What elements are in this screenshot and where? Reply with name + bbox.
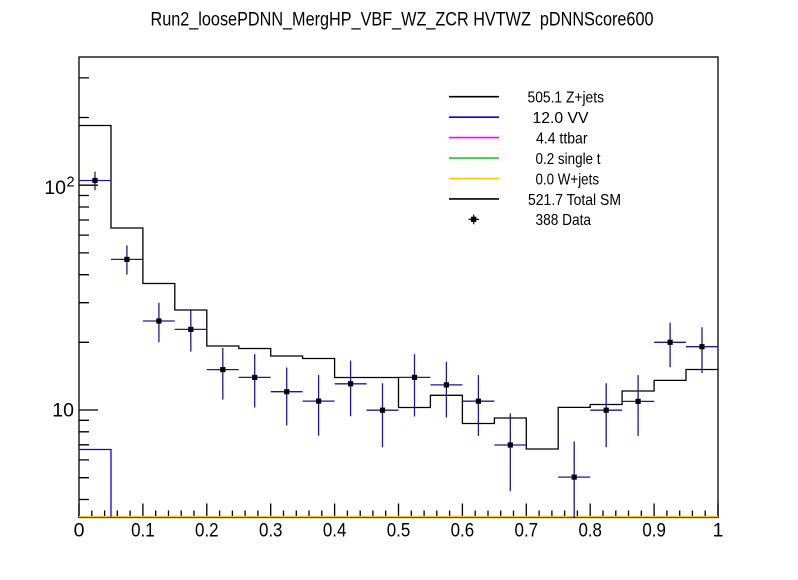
svg-text:0.2: 0.2 — [195, 520, 219, 542]
svg-text:0.7: 0.7 — [515, 520, 539, 542]
svg-text:10: 10 — [52, 400, 74, 422]
svg-text:521.7 Total SM: 521.7 Total SM — [528, 192, 621, 209]
svg-text:2: 2 — [67, 175, 75, 191]
svg-text:0.1: 0.1 — [131, 520, 155, 542]
svg-text:0.9: 0.9 — [642, 520, 666, 542]
svg-text:0.0 W+jets: 0.0 W+jets — [536, 171, 600, 188]
svg-text:10: 10 — [44, 177, 66, 199]
svg-text:0.6: 0.6 — [451, 520, 475, 542]
svg-text:12.0 VV: 12.0 VV — [533, 110, 589, 127]
svg-text:0.3: 0.3 — [259, 520, 283, 542]
svg-text:0.4: 0.4 — [323, 520, 347, 542]
svg-text:388 Data: 388 Data — [536, 212, 592, 229]
svg-text:0: 0 — [74, 520, 85, 542]
svg-text:1: 1 — [713, 520, 724, 542]
svg-text:0.8: 0.8 — [578, 520, 602, 542]
svg-text:505.1 Z+jets: 505.1 Z+jets — [528, 90, 605, 107]
svg-text:0.5: 0.5 — [387, 520, 411, 542]
svg-text:4.4 ttbar: 4.4 ttbar — [536, 130, 588, 147]
svg-text:0.2 single t: 0.2 single t — [536, 151, 601, 168]
svg-text:Run2_loosePDNN_MergHP_VBF_WZ_Z: Run2_loosePDNN_MergHP_VBF_WZ_ZCR HVTWZ p… — [151, 9, 654, 31]
